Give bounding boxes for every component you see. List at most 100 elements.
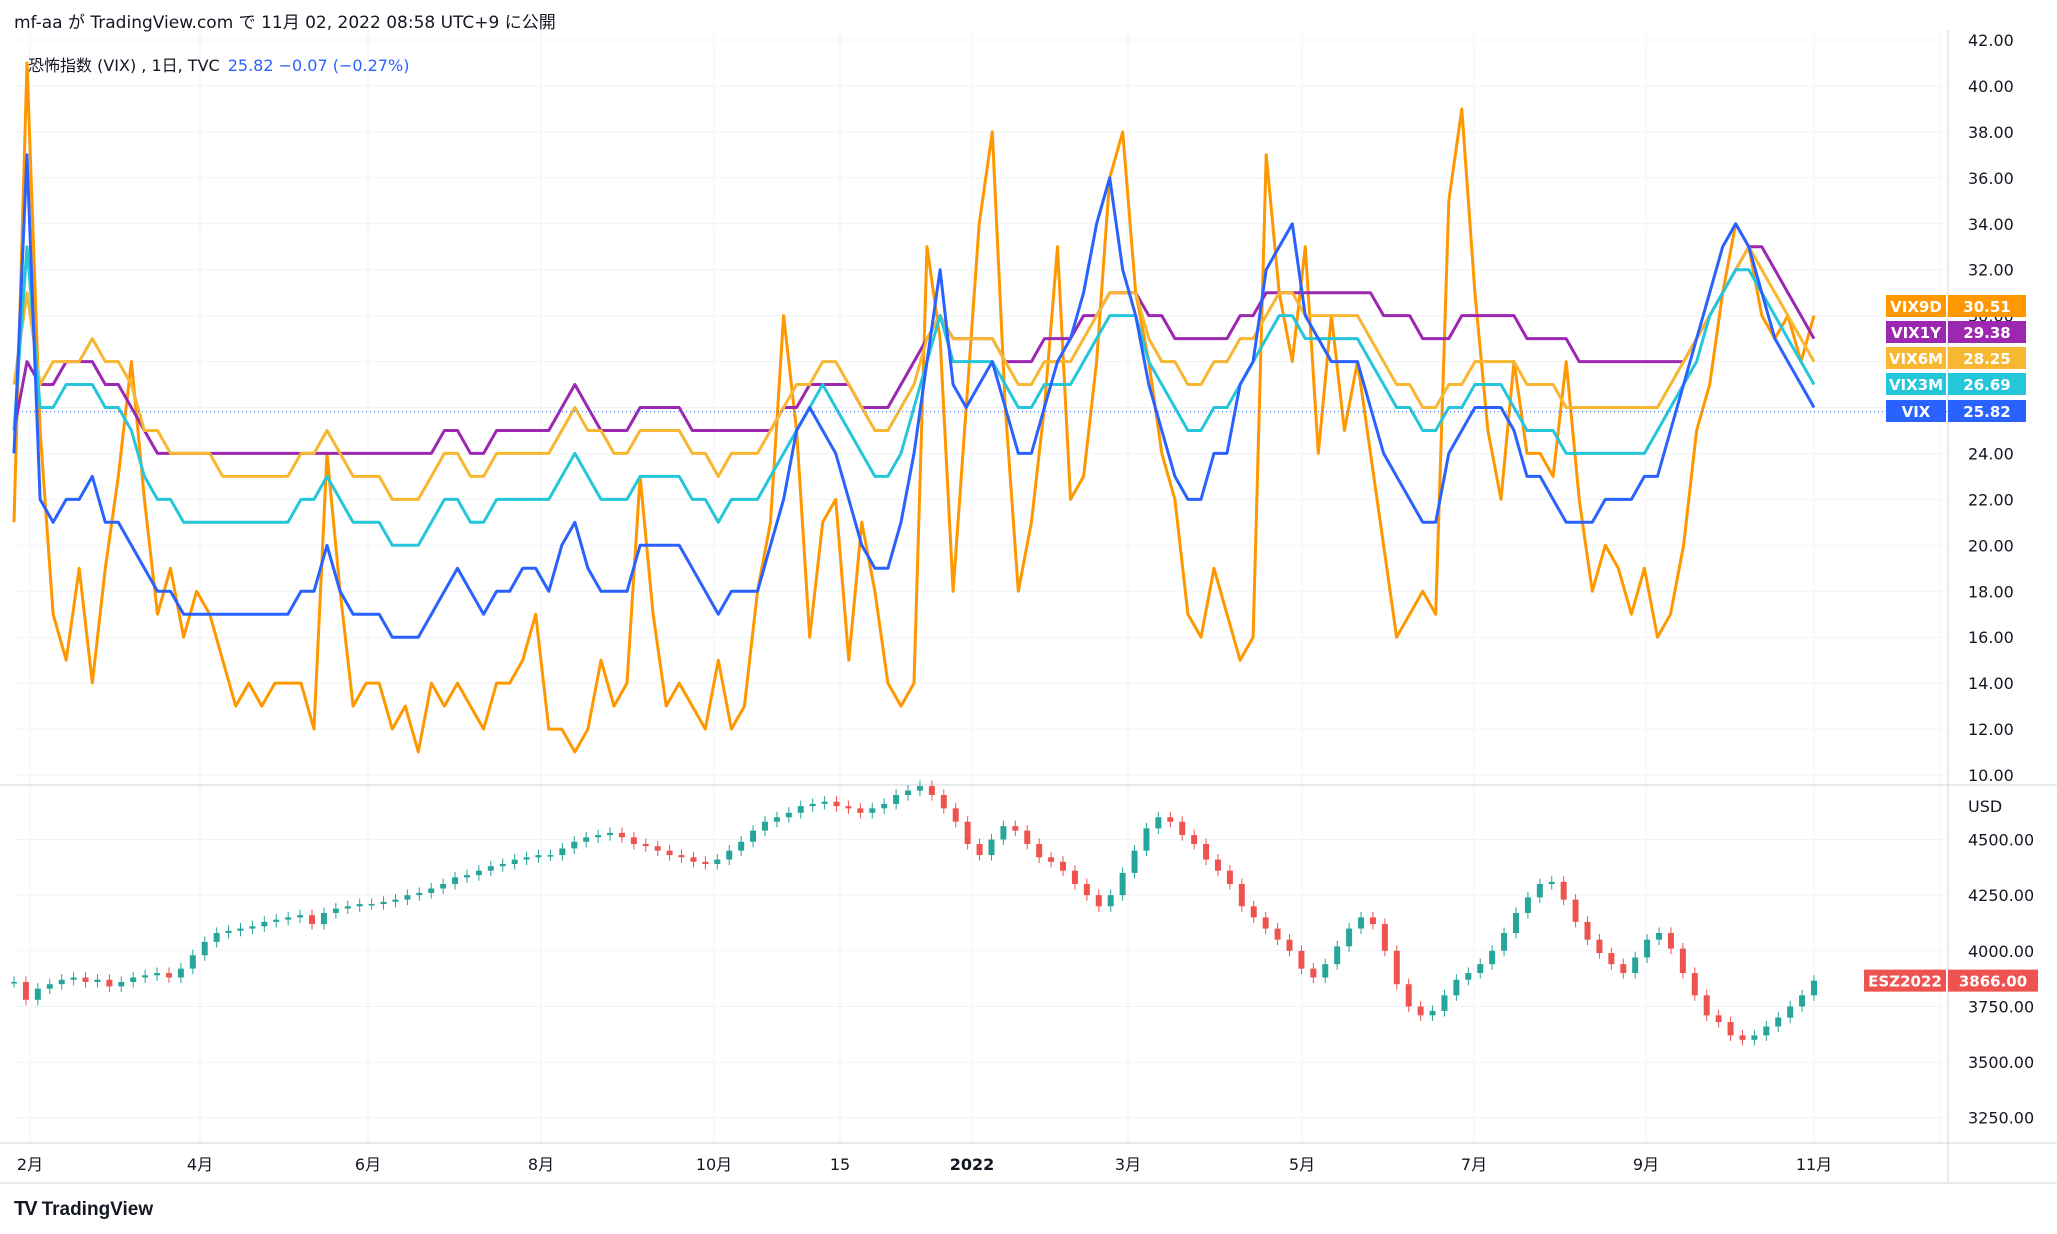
candle-body [1739, 1035, 1746, 1040]
y-tick-label: 4250.00 [1968, 886, 2034, 905]
candle-body [1775, 1017, 1782, 1027]
badge-name-bg [1886, 347, 1946, 369]
candle-body [1334, 946, 1341, 965]
candle-body [1811, 980, 1817, 996]
tradingview-brand[interactable]: TV TradingView [14, 1198, 153, 1221]
candle-body [678, 855, 685, 858]
badge-name-bg [1864, 969, 1946, 992]
candle-body [1095, 895, 1102, 907]
candle-body [881, 803, 888, 809]
candle-body [714, 859, 721, 864]
badge-name-bg [1886, 295, 1946, 317]
candle-body [249, 926, 256, 929]
lower-price-scale[interactable]: USD 3250.00 3500.00 3750.00 4000.00 4250.00 45… [1968, 797, 2034, 1128]
candle-body [1667, 933, 1674, 949]
candle-body [94, 979, 101, 982]
candle-body [1596, 939, 1603, 954]
candle-body [1787, 1006, 1794, 1018]
y-tick-label: 38.00 [1968, 123, 2014, 142]
candle-body [22, 981, 29, 1000]
candle-body [273, 919, 280, 922]
candle-body [225, 930, 232, 933]
candle-body [297, 915, 304, 918]
candle-body [1155, 817, 1162, 829]
symbol-value: 25.82 −0.07 (−0.27%) [227, 56, 410, 75]
candle-body [1131, 850, 1138, 873]
y-tick-label: 3500.00 [1968, 1053, 2034, 1072]
candle-body [1393, 950, 1400, 985]
y-tick-label: 3750.00 [1968, 997, 2034, 1016]
candle-body [1012, 826, 1019, 831]
x-tick-label: 11月 [1796, 1155, 1832, 1174]
candle-body [1703, 995, 1710, 1016]
series-line-vix [12, 153, 1816, 639]
candle-body [666, 850, 673, 856]
time-scale[interactable]: 2月 4月 6月 8月 10月 15 2022 3月 5月 7月 9月 11月 [17, 1155, 1832, 1174]
candle-body [428, 888, 435, 893]
y-tick-label: 40.00 [1968, 77, 2014, 96]
candle-body [535, 855, 542, 858]
candle-body [857, 808, 864, 813]
badge-value-bg [1948, 347, 2026, 369]
candle-body [1524, 897, 1531, 913]
candle-body [571, 841, 578, 849]
candle-body [1024, 830, 1031, 844]
badge-value: 26.69 [1963, 376, 2010, 394]
candle-body [1632, 957, 1639, 974]
candle-body [845, 806, 852, 809]
candle-body [1799, 995, 1806, 1007]
y-tick-label: 34.00 [1968, 215, 2014, 234]
candle-body [1417, 1006, 1424, 1016]
candle-body [952, 808, 959, 822]
badge-name: VIX6M [1889, 350, 1943, 368]
y-tick-label: 18.00 [1968, 582, 2014, 601]
candle-body [1286, 939, 1293, 951]
candle-body [690, 857, 697, 862]
candle-body [773, 817, 780, 822]
candle-body [833, 801, 840, 807]
candle-body [1203, 843, 1210, 860]
x-tick-label: 10月 [696, 1155, 732, 1174]
x-tick-label: 7月 [1461, 1155, 1487, 1174]
candle-body [1107, 895, 1114, 907]
badge-value-bg [1948, 321, 2026, 343]
badge-name: ESZ2022 [1868, 973, 1942, 991]
candle-body [1262, 917, 1269, 929]
candle-body [1369, 917, 1376, 925]
candle-body [285, 917, 292, 920]
candle-body [380, 901, 387, 905]
candle-body [940, 795, 947, 809]
candle-body [332, 908, 339, 913]
candle-body [1322, 964, 1329, 978]
symbol-legend[interactable]: 恐怖指数 (VIX) , 1日, TVC 25.82 −0.07 (−0.27%) [28, 52, 409, 76]
badge-name-bg [1886, 321, 1946, 343]
candle-body [893, 795, 900, 804]
candle-body [1179, 821, 1186, 836]
candle-body [595, 835, 602, 838]
vix-series-lines [12, 61, 1948, 754]
candle-body [738, 841, 745, 851]
candle-body [356, 904, 363, 907]
es-candlesticks [11, 780, 1817, 1046]
candle-body [11, 981, 17, 984]
badge-value: 25.82 [1963, 403, 2010, 421]
candle-body [213, 933, 220, 942]
candle-body [130, 977, 137, 982]
candle-body [1274, 928, 1281, 940]
badge-value: 3866.00 [1959, 973, 2027, 991]
y-tick-label: 42.00 [1968, 31, 2014, 50]
candle-body [1060, 861, 1067, 871]
badge-value-bg [1948, 295, 2026, 317]
candle-body [1298, 950, 1305, 969]
y-tick-label: 20.00 [1968, 536, 2014, 555]
candle-body [70, 977, 77, 980]
candle-body [177, 968, 184, 978]
candle-body [559, 848, 566, 856]
candle-body [1036, 843, 1043, 858]
x-tick-label: 6月 [355, 1155, 381, 1174]
badge-value: 29.38 [1963, 324, 2010, 342]
candle-body [1214, 859, 1221, 871]
badge-name-bg [1886, 400, 1946, 422]
candle-body [1465, 973, 1472, 980]
